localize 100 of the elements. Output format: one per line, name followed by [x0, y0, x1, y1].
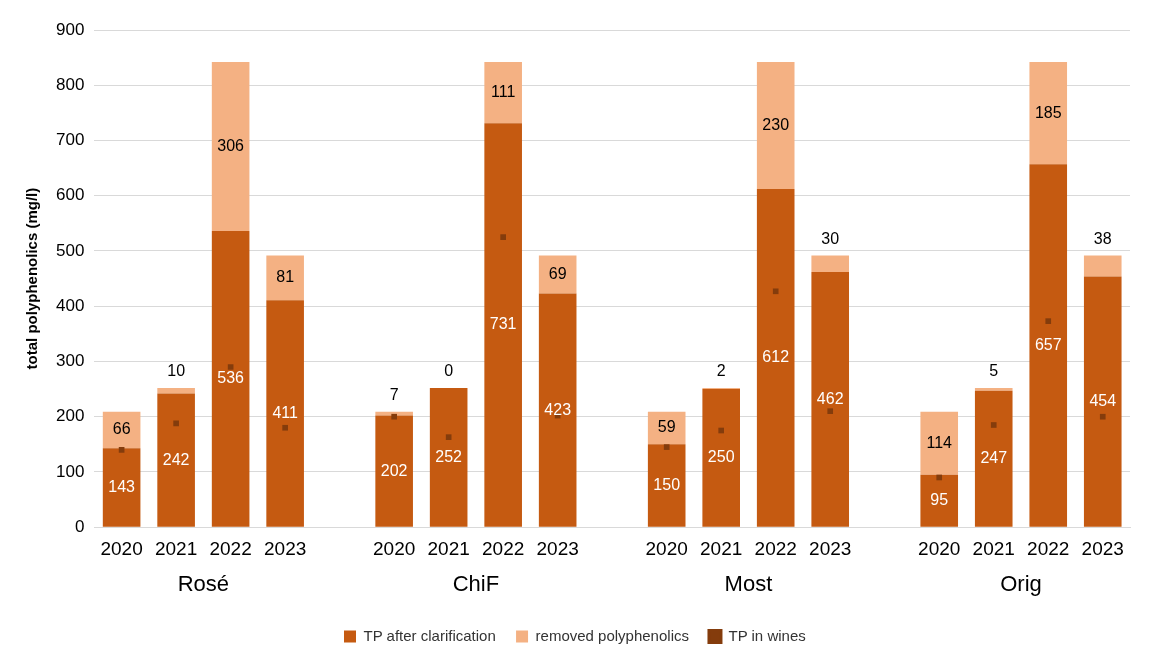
data-label: 306	[217, 136, 245, 154]
data-label: 202	[380, 461, 408, 479]
data-label: 143	[108, 477, 136, 495]
bar	[1029, 164, 1068, 527]
point	[1045, 318, 1052, 324]
data-label: 7	[389, 386, 399, 404]
x-tick-label: 2020	[645, 537, 688, 559]
x-tick-label: 2023	[1081, 537, 1124, 559]
data-label: 411	[272, 403, 298, 421]
bar	[157, 387, 195, 394]
point	[718, 427, 725, 434]
point	[282, 424, 288, 431]
y-tick-label: 500	[55, 240, 85, 260]
x-tick-label: 2022	[209, 537, 252, 559]
bar	[920, 411, 959, 475]
point	[827, 408, 834, 415]
point	[227, 364, 234, 370]
bar	[484, 62, 522, 124]
bar	[375, 415, 413, 527]
x-tick-label: 2023	[536, 537, 579, 559]
data-label: 69	[548, 264, 567, 282]
x-tick-label: 2020	[100, 537, 143, 559]
data-label: 10	[167, 362, 186, 380]
y-tick-label: 800	[55, 74, 85, 94]
data-label: 114	[926, 433, 953, 451]
bar	[266, 300, 304, 527]
bar	[157, 393, 195, 527]
bar	[538, 255, 577, 294]
data-label: 454	[1089, 391, 1117, 409]
text: Most	[724, 571, 773, 597]
x-tick-label: 2021	[427, 537, 470, 559]
data-label: 185	[1034, 103, 1062, 121]
x-tick-label: 2021	[154, 537, 198, 559]
bar	[538, 293, 577, 527]
y-tick-label: 100	[55, 461, 85, 481]
x-tick-label: 2023	[264, 537, 307, 559]
x-tick-label: 2022	[482, 537, 525, 559]
x-tick-label: 2021	[972, 537, 1015, 559]
x-tick-label: 2020	[918, 537, 961, 559]
y-tick-label: 700	[55, 130, 85, 150]
bar	[211, 62, 250, 232]
bar	[484, 123, 522, 527]
data-label: 111	[491, 83, 516, 101]
data-label: 38	[1093, 229, 1112, 247]
bar	[647, 444, 686, 527]
text: Orig	[1000, 571, 1042, 597]
data-label: 247	[980, 449, 1008, 467]
point	[391, 413, 397, 420]
data-label: 2	[716, 362, 726, 380]
y-tick-label: 400	[55, 295, 85, 315]
x-tick-label: 2022	[754, 537, 797, 559]
legend-label: TP after clarification	[363, 626, 496, 644]
y-tick-label: 900	[55, 19, 85, 39]
y-tick-label: 200	[55, 406, 85, 426]
bar	[974, 390, 1013, 527]
x-tick-label: 2021	[700, 537, 743, 559]
point	[118, 447, 125, 453]
bar	[811, 255, 850, 272]
data-label: 242	[162, 450, 190, 468]
data-label: 66	[112, 420, 131, 438]
data-label: 95	[930, 491, 949, 509]
bar	[974, 387, 1013, 391]
data-label: 612	[762, 348, 790, 366]
y-tick-label: 600	[55, 185, 85, 205]
data-label: 5	[989, 362, 999, 380]
data-label: 230	[762, 115, 790, 133]
bar	[375, 411, 413, 416]
y-tick-label: 0	[74, 516, 85, 536]
legend-label: removed polyphenolics	[535, 626, 689, 644]
text: ChiF	[452, 571, 500, 597]
data-label: 150	[653, 475, 681, 493]
bar	[811, 271, 850, 527]
bar	[756, 189, 795, 527]
x-tick-label: 2023	[809, 537, 852, 559]
point	[1099, 413, 1106, 420]
bar	[211, 231, 250, 527]
data-label: 81	[276, 268, 295, 286]
legend-label: TP in wines	[728, 626, 806, 644]
data-label: 252	[435, 447, 463, 465]
bar	[702, 389, 740, 527]
bar	[266, 255, 304, 301]
x-tick-label: 2022	[1027, 537, 1070, 559]
data-label: 423	[544, 400, 572, 418]
data-label: 250	[707, 448, 735, 466]
bar	[1083, 276, 1122, 527]
bar	[1083, 255, 1122, 277]
point	[445, 434, 452, 440]
data-label: 30	[821, 229, 840, 247]
data-label: 657	[1034, 335, 1062, 353]
point	[990, 422, 997, 428]
data-label: 536	[217, 369, 245, 387]
bar	[429, 387, 468, 527]
data-label: 462	[816, 389, 844, 407]
data-label: 731	[489, 315, 517, 333]
x-tick-label: 2020	[373, 537, 416, 559]
y-tick-label: 300	[55, 351, 85, 371]
data-label: 0	[444, 362, 454, 380]
point	[500, 234, 506, 240]
y-axis-title: total polyphenolics (mg/l)	[23, 187, 41, 370]
point	[772, 288, 779, 295]
